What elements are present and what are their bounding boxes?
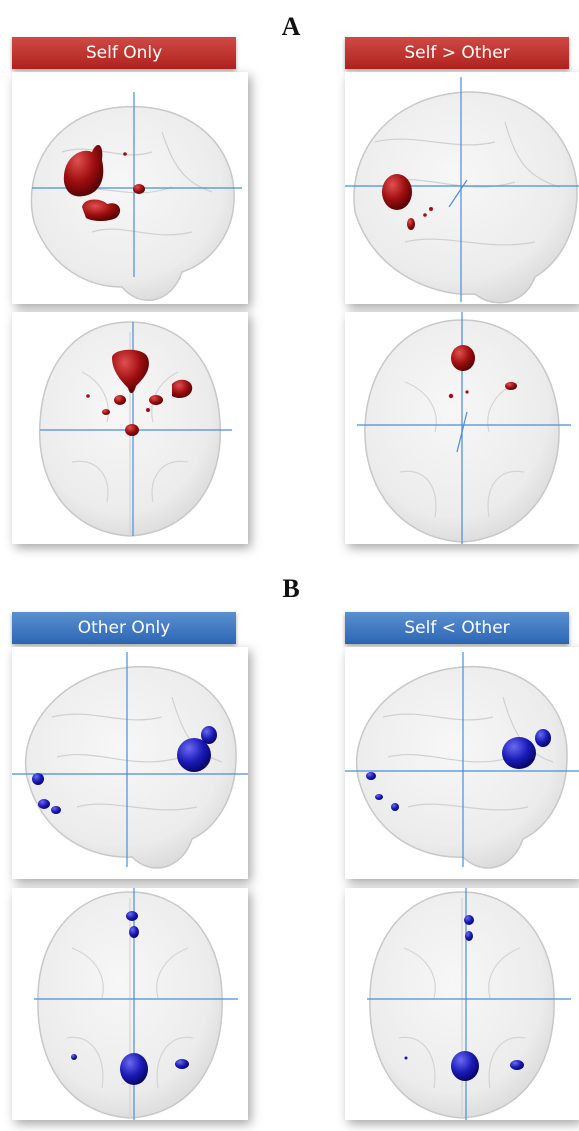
brain-axial-self-less-other <box>345 888 579 1120</box>
panel-title-self-less-other: Self < Other <box>345 612 569 644</box>
section-letter-a: A <box>281 12 301 41</box>
brain-sagittal-other-only <box>12 647 248 879</box>
brain-axial-self-only <box>12 312 248 544</box>
brain-sagittal-self-only <box>12 72 248 304</box>
brain-axial-other-only <box>12 888 248 1120</box>
panel-title-self-greater-other: Self > Other <box>345 37 569 69</box>
panel-title-other-only: Other Only <box>12 612 236 644</box>
brain-sagittal-self-less-other <box>345 647 579 879</box>
section-letter-b: B <box>282 574 300 603</box>
brain-axial-self-greater-other <box>345 312 579 544</box>
brain-sagittal-self-greater-other <box>345 72 579 304</box>
panel-title-self-only: Self Only <box>12 37 236 69</box>
